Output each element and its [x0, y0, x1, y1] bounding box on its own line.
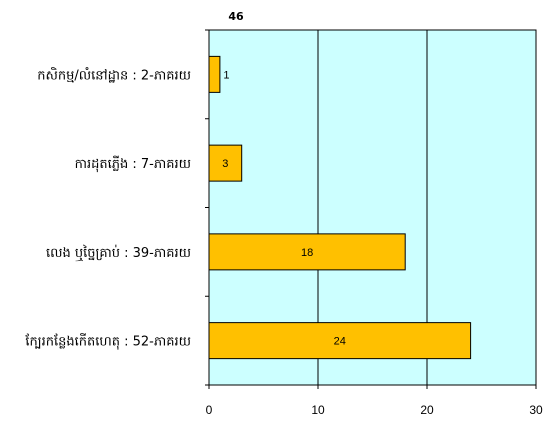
x-tick-labels: 0 10 20 30: [206, 403, 543, 417]
bar: [208, 322, 472, 360]
x-tick-label: 10: [311, 403, 325, 417]
data-label: 3: [222, 158, 228, 170]
data-label: 24: [334, 336, 346, 348]
x-tick-label: 0: [206, 403, 213, 417]
bar: [208, 144, 243, 182]
category-label: កសិកម្ម/លំនៅដ្ឋាន : 2-ភាគរយ: [37, 66, 191, 83]
category-label: ក្បែរកន្លែងកើតហេតុ : 52-ភាគរយ: [25, 333, 191, 351]
axes: [205, 29, 537, 389]
chart-title: 46: [228, 10, 244, 23]
category-label: ការដុតភ្លើង : 7-ភាគរយ: [75, 155, 191, 173]
bar: [208, 233, 406, 271]
x-tick-label: 20: [420, 403, 434, 417]
data-label: 1: [223, 69, 229, 81]
x-tick-label: 30: [529, 403, 543, 417]
category-label: លេង ឬច្នៃគ្រាប់ : 39-ភាគរយ: [46, 244, 191, 262]
bars: 1 3 18 24: [208, 55, 472, 360]
bar: [208, 55, 221, 93]
data-label: 18: [301, 247, 313, 259]
